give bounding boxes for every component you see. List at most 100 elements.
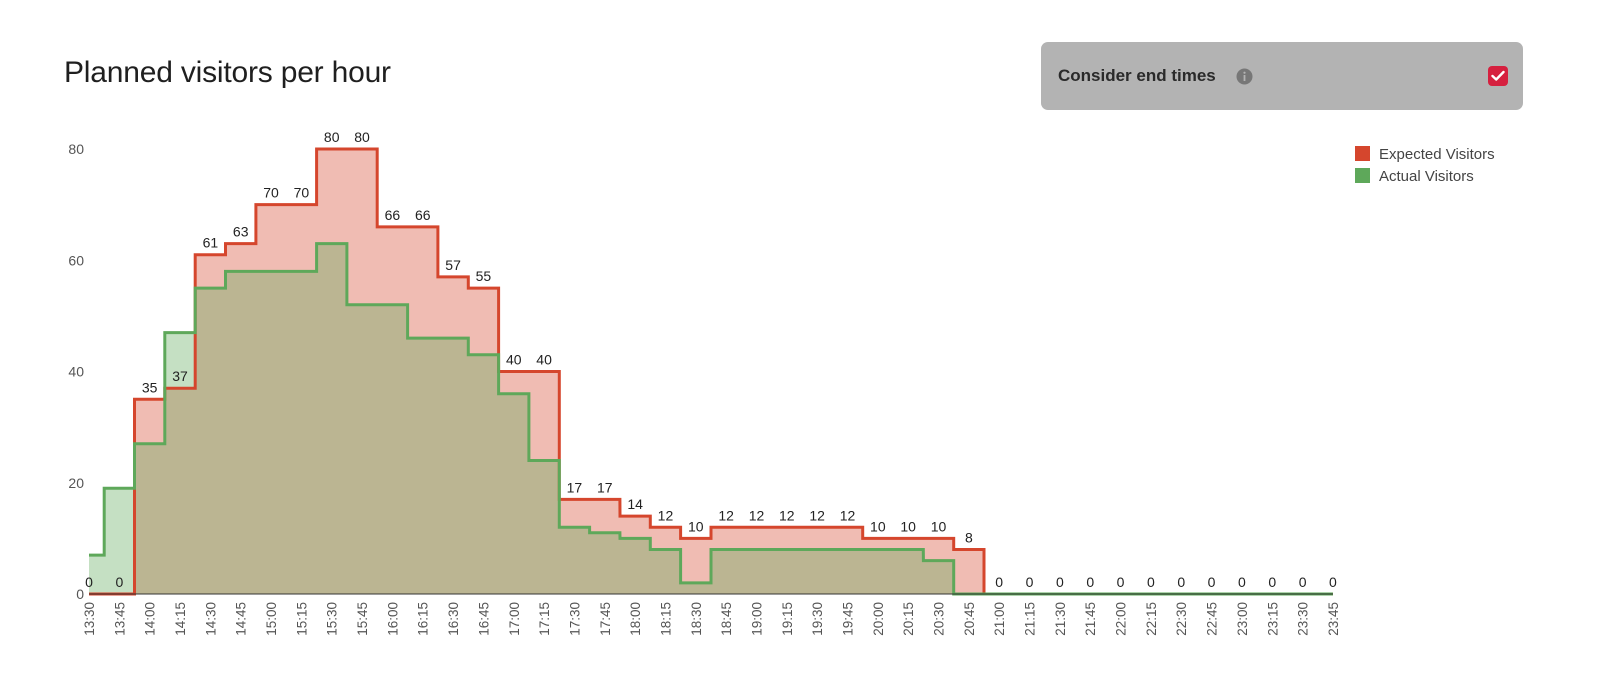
data-label: 12 [779, 507, 795, 523]
x-tick-label: 20:00 [871, 602, 886, 636]
legend-swatch [1355, 168, 1370, 183]
data-label: 66 [385, 207, 401, 223]
x-tick-label: 22:30 [1174, 602, 1189, 636]
x-tick-label: 16:45 [476, 602, 491, 636]
x-tick-label: 16:30 [446, 602, 461, 636]
x-tick-label: 22:45 [1205, 602, 1220, 636]
x-tick-label: 15:15 [294, 602, 309, 636]
x-tick-label: 20:45 [962, 602, 977, 636]
data-label: 17 [567, 479, 583, 495]
data-label: 0 [1208, 574, 1216, 590]
y-tick-label: 0 [76, 586, 84, 602]
x-tick-label: 16:00 [385, 602, 400, 636]
legend-label: Expected Visitors [1379, 146, 1495, 163]
data-label: 40 [536, 352, 552, 368]
data-label: 0 [1238, 574, 1246, 590]
data-label: 10 [931, 518, 947, 534]
legend-swatch [1355, 146, 1370, 161]
data-label: 55 [476, 268, 492, 284]
x-tick-label: 18:00 [628, 602, 643, 636]
consider-end-times-panel: Consider end times [1041, 42, 1523, 110]
x-tick-label: 19:15 [780, 602, 795, 636]
x-tick-label: 14:30 [203, 602, 218, 636]
data-label: 14 [627, 496, 643, 512]
data-label: 70 [263, 185, 279, 201]
data-label: 12 [749, 507, 765, 523]
data-label: 0 [1268, 574, 1276, 590]
y-tick-label: 20 [68, 475, 84, 491]
data-label: 40 [506, 352, 522, 368]
x-tick-label: 18:15 [658, 602, 673, 636]
x-tick-label: 20:30 [932, 602, 947, 636]
x-tick-label: 18:30 [689, 602, 704, 636]
data-label: 0 [1117, 574, 1125, 590]
data-label: 61 [203, 235, 219, 251]
x-tick-label: 14:45 [234, 602, 249, 636]
x-tick-label: 22:00 [1114, 602, 1129, 636]
x-tick-label: 21:30 [1053, 602, 1068, 636]
x-tick-label: 21:45 [1083, 602, 1098, 636]
series-area-expected [89, 149, 1333, 594]
data-label: 0 [1147, 574, 1155, 590]
consider-end-times-label: Consider end times [1058, 66, 1216, 85]
x-tick-label: 13:30 [82, 602, 97, 636]
data-label: 0 [1026, 574, 1034, 590]
data-label: 35 [142, 379, 158, 395]
y-tick-label: 40 [68, 364, 84, 380]
x-tick-label: 17:00 [507, 602, 522, 636]
y-tick-label: 80 [68, 141, 84, 157]
legend-label: Actual Visitors [1379, 168, 1474, 185]
x-tick-label: 23:15 [1265, 602, 1280, 636]
x-tick-label: 18:45 [719, 602, 734, 636]
x-tick-label: 20:15 [901, 602, 916, 636]
x-tick-label: 17:45 [598, 602, 613, 636]
data-label: 12 [658, 507, 674, 523]
y-tick-label: 60 [68, 252, 84, 268]
data-label: 10 [870, 518, 886, 534]
data-label: 0 [1329, 574, 1337, 590]
data-label: 10 [900, 518, 916, 534]
consider-end-times-checkbox[interactable] [1488, 66, 1508, 86]
data-label: 0 [115, 574, 123, 590]
data-label: 0 [995, 574, 1003, 590]
x-tick-label: 16:15 [416, 602, 431, 636]
x-tick-label: 14:00 [143, 602, 158, 636]
data-label: 17 [597, 479, 613, 495]
data-label: 70 [294, 185, 310, 201]
x-tick-label: 22:15 [1144, 602, 1159, 636]
data-label: 12 [718, 507, 734, 523]
info-icon[interactable] [1236, 68, 1253, 85]
x-tick-label: 17:30 [567, 602, 582, 636]
x-tick-label: 15:30 [325, 602, 340, 636]
data-label: 0 [1299, 574, 1307, 590]
data-label: 10 [688, 518, 704, 534]
series-area-actual [89, 243, 1333, 594]
data-label: 66 [415, 207, 431, 223]
x-tick-label: 15:45 [355, 602, 370, 636]
x-tick-label: 23:45 [1326, 602, 1341, 636]
x-tick-label: 21:15 [1023, 602, 1038, 636]
x-tick-label: 15:00 [264, 602, 279, 636]
x-tick-label: 19:30 [810, 602, 825, 636]
data-label: 8 [965, 530, 973, 546]
x-tick-label: 19:00 [749, 602, 764, 636]
data-label: 80 [354, 129, 370, 145]
data-label: 0 [1177, 574, 1185, 590]
data-label: 80 [324, 129, 340, 145]
data-label: 12 [840, 507, 856, 523]
data-label: 0 [1056, 574, 1064, 590]
x-tick-label: 23:00 [1235, 602, 1250, 636]
x-tick-label: 17:15 [537, 602, 552, 636]
x-tick-label: 14:15 [173, 602, 188, 636]
x-tick-label: 13:45 [112, 602, 127, 636]
page-title: Planned visitors per hour [64, 56, 391, 89]
data-label: 0 [85, 574, 93, 590]
data-label: 12 [809, 507, 825, 523]
data-label: 37 [172, 368, 188, 384]
data-label: 63 [233, 224, 249, 240]
x-tick-label: 21:00 [992, 602, 1007, 636]
x-tick-label: 23:30 [1296, 602, 1311, 636]
data-label: 0 [1086, 574, 1094, 590]
x-tick-label: 19:45 [841, 602, 856, 636]
